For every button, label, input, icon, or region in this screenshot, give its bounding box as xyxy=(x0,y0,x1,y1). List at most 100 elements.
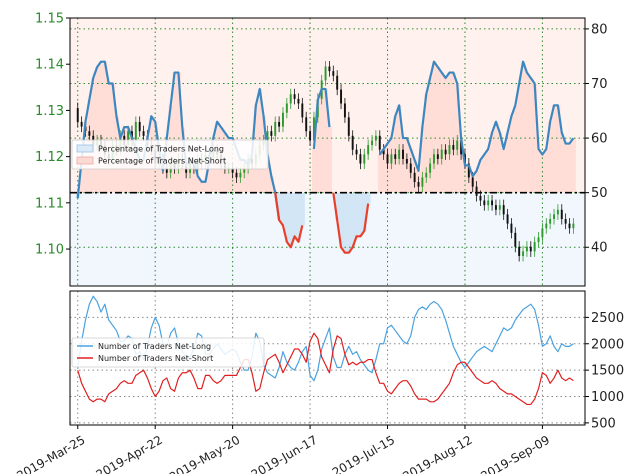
candle-body xyxy=(274,121,277,136)
short-area-bar xyxy=(160,170,166,193)
candle-body xyxy=(572,223,575,229)
candle-body xyxy=(471,177,474,187)
candle-body xyxy=(479,195,482,201)
bottom-panel: 500 1000 1500 2000 2500 Number of Traders Ne… xyxy=(14,290,624,474)
left-axis-tick-label: 1.13 xyxy=(35,104,64,119)
short-area-bar xyxy=(428,78,433,193)
candle-body xyxy=(278,121,281,127)
candle-body xyxy=(467,163,470,178)
candle-body xyxy=(239,172,242,178)
candle-body xyxy=(367,145,370,155)
short-area-bar xyxy=(478,159,483,193)
candle-body xyxy=(328,66,331,72)
candle-body xyxy=(386,154,389,164)
long-area-bar xyxy=(300,192,305,226)
candle-body xyxy=(235,172,238,178)
short-area-bar xyxy=(552,105,557,193)
legend-label-net-long-pct: Percentage of Traders Net-Long xyxy=(98,145,224,154)
long-area-bar xyxy=(354,192,360,237)
net-long-zone xyxy=(70,192,585,286)
short-area-bar xyxy=(521,61,526,193)
short-area-bar xyxy=(141,159,147,193)
short-area-bar xyxy=(381,148,387,193)
candle-body xyxy=(417,182,420,187)
short-area-bar xyxy=(555,105,561,193)
long-area-bar xyxy=(358,192,363,237)
left-axis-tick-label: 1.10 xyxy=(35,243,64,258)
candle-body xyxy=(324,66,327,81)
candle-body xyxy=(518,246,521,256)
short-area-bar xyxy=(176,72,181,193)
candle-body xyxy=(405,158,408,164)
candle-body xyxy=(138,121,141,132)
candle-body xyxy=(309,131,312,141)
candle-body xyxy=(390,154,393,164)
candle-body xyxy=(452,145,455,150)
candle-body xyxy=(371,140,373,146)
candle-body xyxy=(351,135,354,150)
candle-body xyxy=(165,168,168,173)
series-line-net-short-pct xyxy=(274,192,370,254)
short-area-bar xyxy=(567,143,573,193)
candle-body xyxy=(456,140,459,150)
short-area-bar xyxy=(207,159,212,193)
short-area-bar xyxy=(494,121,499,193)
candle-body xyxy=(398,149,401,159)
candle-body xyxy=(510,223,513,233)
candle-body xyxy=(564,219,567,224)
right-axis-tick-label: 70 xyxy=(591,77,608,92)
candle-body xyxy=(429,163,432,173)
candle-body xyxy=(460,140,463,155)
candle-body xyxy=(88,131,91,136)
long-area-bar xyxy=(284,192,290,242)
candle-body xyxy=(553,214,555,219)
candle-body xyxy=(285,103,288,113)
left-axis-tick-label: 1.12 xyxy=(35,150,64,165)
short-area-bar xyxy=(250,154,255,193)
short-area-bar xyxy=(463,165,468,193)
long-area-bar xyxy=(288,192,294,248)
short-area-bar xyxy=(451,72,456,193)
legend-label-net-long-count: Number of Traders Net-Long xyxy=(98,342,211,351)
x-axis-tick-label: 2019-Jun-17 xyxy=(249,433,320,474)
x-axis-tick-label: 2019-Aug-12 xyxy=(400,433,474,474)
short-area-bar xyxy=(540,154,545,193)
short-area-bar xyxy=(327,127,332,193)
short-area-bar xyxy=(559,132,565,193)
short-area-bar xyxy=(110,83,116,193)
candle-body xyxy=(560,209,563,219)
candle-body xyxy=(529,246,532,252)
short-area-bar xyxy=(246,165,251,193)
short-area-bar xyxy=(184,165,189,193)
long-area-bar xyxy=(339,192,344,248)
short-area-bar xyxy=(269,176,274,193)
short-area-bar xyxy=(99,61,104,193)
candle-body xyxy=(378,135,381,150)
candle-body xyxy=(494,205,497,210)
short-area-bar xyxy=(497,132,503,193)
short-area-bar xyxy=(157,148,162,193)
short-area-bar xyxy=(401,138,406,193)
candle-body xyxy=(444,149,447,155)
short-area-bar xyxy=(524,72,530,193)
right-axis-tick-label: 500 xyxy=(591,416,616,431)
long-area-bar xyxy=(281,192,286,226)
candle-body xyxy=(498,205,501,210)
short-area-bar xyxy=(528,78,534,193)
right-axis-tick-label: 1500 xyxy=(591,364,624,379)
candle-body xyxy=(343,103,346,118)
right-axis-tick-label: 1000 xyxy=(591,390,624,405)
short-area-bar xyxy=(424,94,429,193)
short-area-bar xyxy=(106,83,112,193)
short-area-bar xyxy=(312,148,317,193)
candle-body xyxy=(525,246,528,252)
short-area-bar xyxy=(79,159,85,193)
short-area-bar xyxy=(459,138,464,193)
candle-body xyxy=(332,71,335,76)
candle-body xyxy=(409,163,412,173)
candle-body xyxy=(537,237,540,243)
top-legend: Percentage of Traders Net-Long Percentag… xyxy=(71,139,269,170)
candle-body xyxy=(421,177,424,187)
short-area-bar xyxy=(486,148,491,193)
